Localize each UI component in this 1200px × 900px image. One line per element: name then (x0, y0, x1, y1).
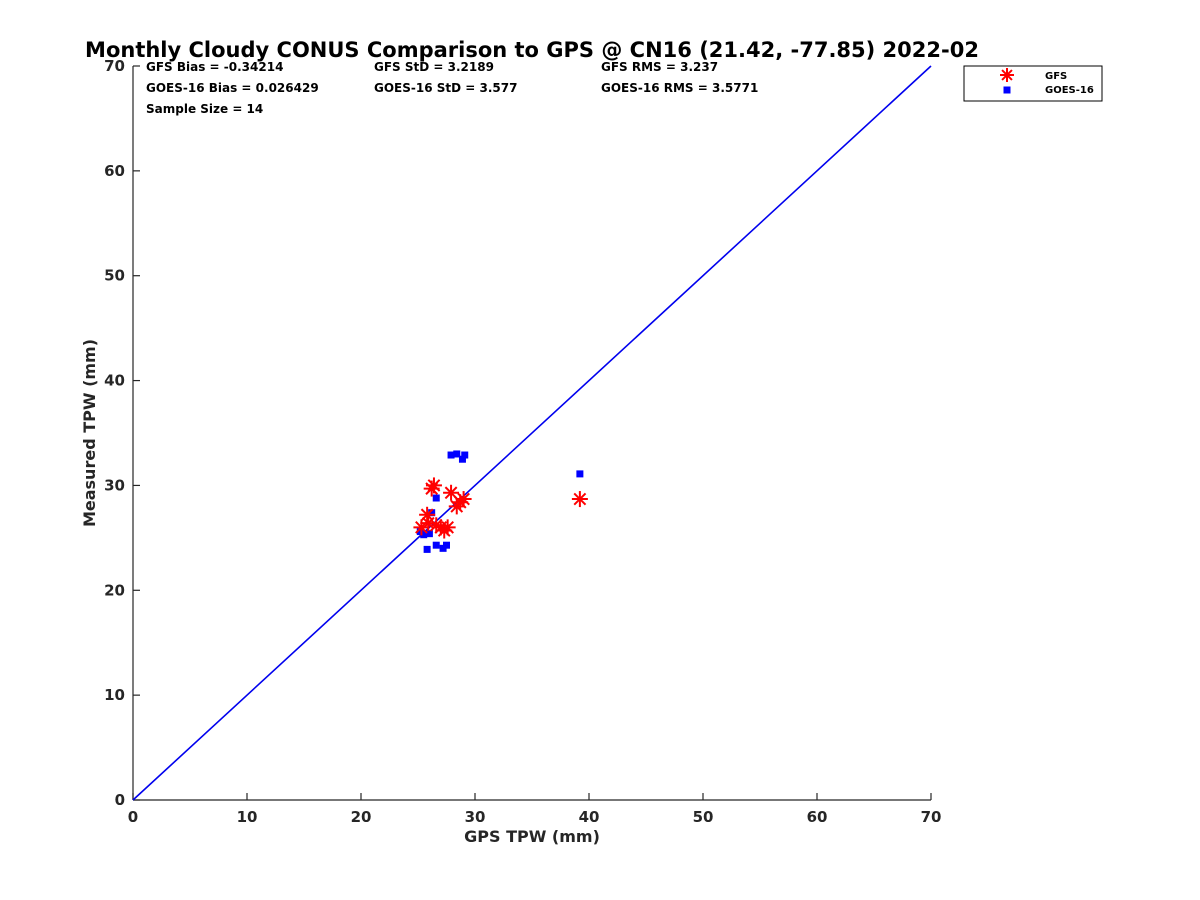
y-tick-label: 0 (115, 791, 125, 809)
y-tick-label: 30 (104, 476, 125, 494)
goes16-point (453, 450, 461, 458)
y-axis-ticks: 0 10 20 30 40 50 60 70 (104, 57, 140, 809)
gfs-point (425, 477, 442, 494)
legend-goes16-symbol (1003, 86, 1011, 94)
legend-goes16-label: GOES-16 (1045, 85, 1094, 96)
legend-goes16-marker (1003, 86, 1011, 94)
goes16-point (428, 509, 436, 517)
x-axis-ticks: 0 10 20 30 40 50 60 70 (128, 793, 942, 826)
y-tick-label: 20 (104, 581, 125, 599)
y-tick-label: 10 (104, 686, 125, 704)
chart-title: Monthly Cloudy CONUS Comparison to GPS @… (85, 38, 979, 62)
x-axis-label: GPS TPW (mm) (464, 827, 600, 846)
x-tick-label: 30 (465, 808, 486, 826)
y-tick-label: 70 (104, 57, 125, 75)
gfs-point (420, 515, 437, 532)
goes16-point (447, 451, 455, 459)
goes16-point (576, 470, 584, 478)
goes-std-text: GOES-16 StD = 3.577 (374, 81, 517, 95)
legend-box (963, 65, 1103, 102)
goes16-point (432, 541, 440, 549)
goes16-point (420, 531, 428, 539)
sample-size-text: Sample Size = 14 (146, 102, 263, 116)
gfs-std-text: GFS StD = 3.2189 (374, 60, 494, 74)
gfs-point (455, 491, 472, 508)
gfs-rms-text: GFS RMS = 3.237 (601, 60, 718, 74)
goes16-point (425, 530, 433, 538)
legend: GFS GOES-16 (963, 65, 1103, 102)
x-tick-label: 0 (128, 808, 138, 826)
goes-rms-text: GOES-16 RMS = 3.5771 (601, 81, 758, 95)
goes16-point (423, 545, 431, 553)
x-tick-label: 60 (807, 808, 828, 826)
data-marks (413, 450, 588, 553)
y-tick-label: 50 (104, 267, 125, 285)
x-tick-label: 50 (693, 808, 714, 826)
reference-line (132, 65, 932, 801)
gfs-point (571, 491, 588, 508)
x-tick-label: 40 (579, 808, 600, 826)
goes16-point (461, 451, 469, 459)
goes16-point (443, 541, 450, 549)
gfs-point (439, 519, 456, 536)
y-axis-label: Measured TPW (mm) (80, 339, 99, 527)
gfs-bias-text: GFS Bias = -0.34214 (146, 60, 283, 74)
goes-bias-text: GOES-16 Bias = 0.026429 (146, 81, 319, 95)
legend-gfs-symbol (1000, 68, 1014, 82)
legend-gfs-label: GFS (1045, 71, 1067, 82)
y-tick-label: 60 (104, 162, 125, 180)
goes16-point (458, 455, 466, 463)
x-tick-label: 10 (237, 808, 258, 826)
x-tick-label: 20 (351, 808, 372, 826)
legend-gfs-marker (1000, 68, 1014, 82)
y-tick-label: 40 (104, 372, 125, 390)
x-tick-label: 70 (921, 808, 942, 826)
goes16-point (432, 494, 440, 502)
